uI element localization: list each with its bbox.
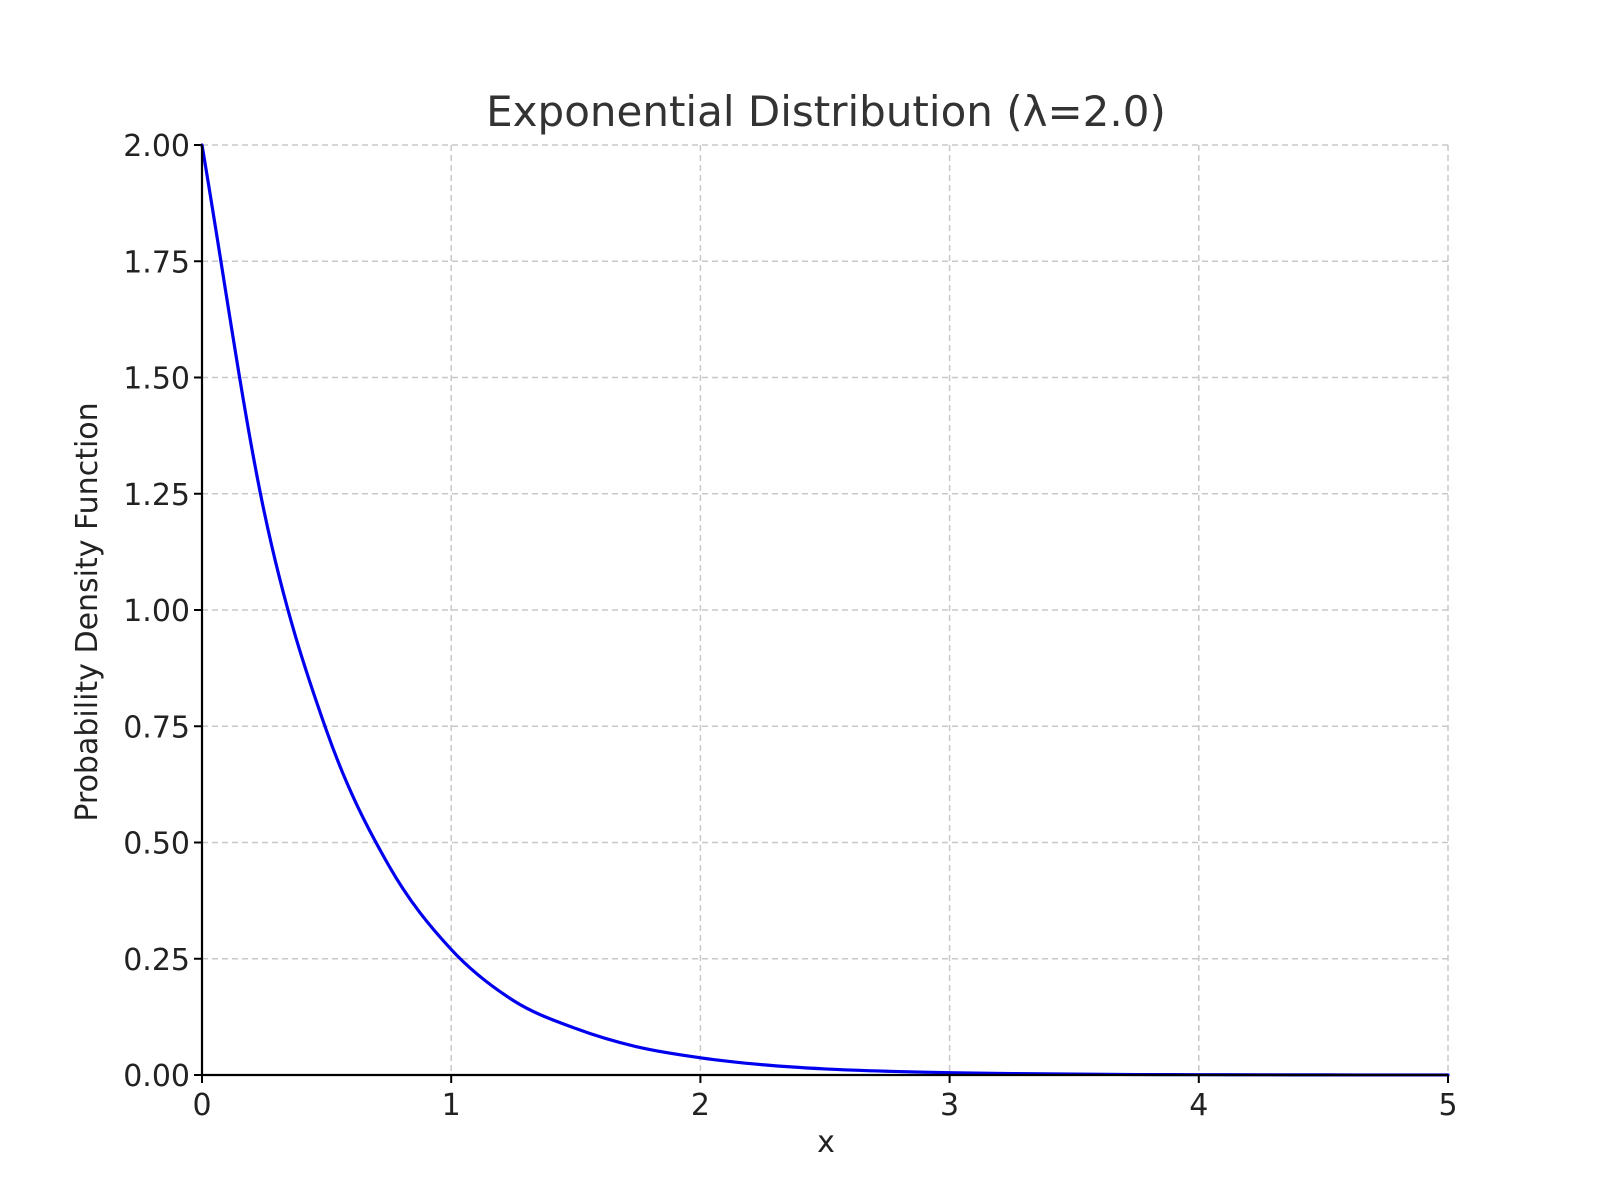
y-tick-label: 0.25 [123,943,190,978]
y-tick-label: 0.75 [123,710,190,745]
y-axis-label: Probability Density Function [70,402,105,821]
y-tick-label: 0.00 [123,1059,190,1094]
x-tick-label: 4 [1189,1088,1208,1123]
y-tick-label: 1.75 [123,245,190,280]
y-tick-label: 1.00 [123,594,190,629]
x-tick-label: 5 [1438,1088,1457,1123]
y-tick-label: 0.50 [123,827,190,862]
y-tick-label: 1.50 [123,362,190,397]
chart-title: Exponential Distribution (λ=2.0) [486,87,1166,136]
x-axis-label: x [817,1125,835,1160]
x-tick-label: 1 [442,1088,461,1123]
x-tick-label: 3 [940,1088,959,1123]
x-tick-label: 2 [691,1088,710,1123]
y-tick-label: 2.00 [123,129,190,164]
ticks-layer: 0 1 2 3 4 5 0.00 0.25 0.50 0.75 1.00 1.25 1.50 1.75 2.… [123,129,1457,1123]
grid-layer [201,144,1449,1076]
x-tick-label: 0 [192,1088,211,1123]
y-tick-label: 1.25 [123,478,190,513]
